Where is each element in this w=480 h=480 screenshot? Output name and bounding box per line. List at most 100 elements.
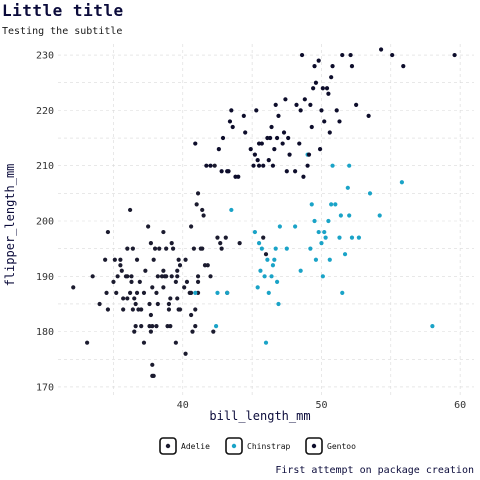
data-point-adelie [170,246,176,251]
data-point-gentoo [322,119,327,124]
data-point-gentoo [274,135,280,141]
data-point-adelie [141,290,147,296]
data-point-gentoo [452,52,457,58]
data-point-adelie [129,279,134,284]
data-point-adelie [155,274,160,279]
data-point-chinstrap [313,257,319,262]
data-point-adelie [173,279,178,284]
data-point-gentoo [327,130,332,135]
data-point-adelie [139,307,144,312]
data-point-gentoo [317,146,323,152]
chart-title: Little title [2,1,124,20]
data-point-adelie [168,296,173,301]
data-point-gentoo [248,146,253,152]
data-point-adelie [148,329,154,334]
y-tick-label: 170 [36,382,54,393]
data-point-adelie [169,241,174,246]
data-point-gentoo [230,124,235,130]
data-point-adelie [200,246,205,251]
data-point-adelie [115,274,120,279]
data-point-chinstrap [377,213,382,218]
data-point-adelie [195,191,201,196]
data-point-adelie [212,163,217,168]
legend-key-dot-adelie [165,443,171,449]
data-point-chinstrap [266,290,271,296]
data-point-adelie [133,323,138,329]
data-point-chinstrap [262,274,267,279]
y-tick-label: 220 [36,106,54,117]
data-point-gentoo [298,108,303,113]
data-point-chinstrap [274,279,280,284]
data-point-adelie [119,268,124,273]
data-point-adelie [152,246,158,251]
data-point-chinstrap [259,246,264,251]
data-point-adelie [118,263,123,268]
data-point-adelie [146,224,151,229]
data-point-adelie [121,296,126,301]
data-point-gentoo [326,91,331,96]
data-point-gentoo [313,80,319,85]
data-point-gentoo [193,141,198,146]
data-point-adelie [237,241,242,246]
data-point-gentoo [308,102,313,107]
data-point-adelie [200,207,205,213]
data-point-adelie [150,362,155,367]
data-point-adelie [211,329,216,334]
data-point-adelie [223,235,228,240]
y-tick-label: 200 [36,217,54,228]
data-points [71,47,457,378]
data-point-gentoo [259,141,264,146]
data-point-chinstrap [193,290,198,296]
legend-label-chinstrap: Chinstrap [247,442,291,451]
axis-ticks: 40 50 60 170 180 190 200 210 220 230 [36,51,466,411]
data-point-chinstrap [272,257,277,262]
data-point-gentoo [281,130,287,135]
data-point-adelie [125,274,130,279]
data-point-chinstrap [326,218,331,224]
data-point-gentoo [243,130,248,135]
data-point-adelie [191,246,196,251]
data-point-adelie [132,329,137,334]
data-point-chinstrap [312,218,317,224]
data-point-gentoo [390,52,395,58]
data-point-adelie [154,290,159,296]
data-point-gentoo [309,124,314,130]
data-point-adelie [150,323,155,329]
data-point-gentoo [319,108,324,113]
data-point-gentoo [305,163,310,168]
data-point-adelie [111,279,116,284]
data-point-chinstrap [270,263,276,268]
data-point-adelie [112,257,117,262]
data-point-chinstrap [327,257,332,262]
data-point-adelie [177,307,183,312]
data-point-chinstrap [345,185,350,190]
data-point-gentoo [256,163,262,168]
data-point-adelie [190,329,195,334]
data-point-gentoo [236,174,241,179]
data-point-gentoo [320,86,325,91]
data-point-gentoo [299,52,305,58]
data-point-adelie [129,274,134,279]
data-point-adelie [151,257,156,262]
data-point-chinstrap [252,229,258,235]
data-point-adelie [176,257,181,262]
y-axis-title: flipper_length_mm [3,164,17,287]
data-point-gentoo [220,135,226,141]
data-point-adelie [164,274,169,279]
data-point-adelie [218,241,223,246]
data-point-adelie [133,301,138,307]
data-point-chinstrap [256,241,262,246]
data-point-adelie [132,296,137,301]
data-point-gentoo [378,47,384,52]
data-point-chinstrap [265,257,270,262]
data-point-chinstrap [329,202,334,207]
data-point-gentoo [272,146,277,152]
data-point-adelie [168,323,173,329]
data-point-chinstrap [293,224,298,229]
data-point-adelie [173,340,178,345]
data-point-adelie [215,235,220,240]
data-point-adelie [71,285,76,290]
data-point-chinstrap [316,229,321,235]
data-point-chinstrap [273,246,278,251]
data-point-chinstrap [269,274,274,279]
